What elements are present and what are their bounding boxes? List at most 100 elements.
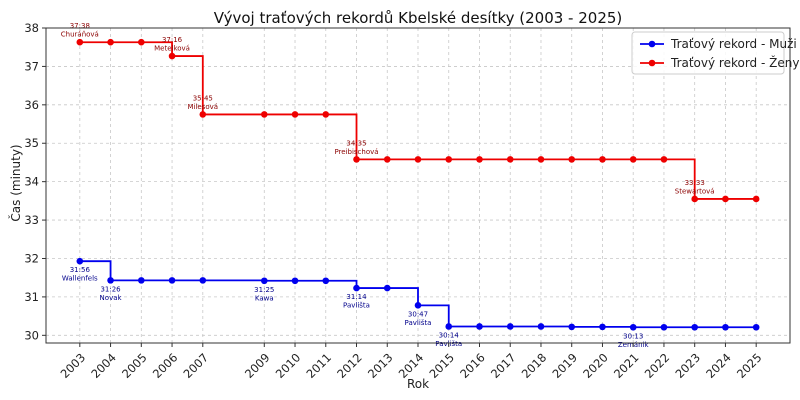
y-tick-label: 31 (24, 290, 39, 304)
x-tick-label: 2012 (334, 350, 365, 381)
data-label: 31:26 (100, 285, 121, 293)
data-point (476, 156, 483, 163)
data-label: Milesová (187, 103, 218, 111)
data-label: Pavlišta (343, 302, 370, 310)
x-tick-label: 2011 (304, 350, 335, 381)
x-tick-label: 2021 (611, 350, 642, 381)
data-point (722, 195, 729, 203)
y-tick-label: 30 (24, 328, 39, 342)
x-tick-label: 2007 (181, 350, 212, 381)
data-point (506, 323, 514, 330)
data-label: Metelková (154, 45, 190, 53)
data-label: Kawa (255, 294, 274, 302)
data-point (691, 323, 698, 331)
data-point (660, 156, 668, 163)
x-tick-label: 2022 (642, 350, 673, 381)
y-tick-label: 36 (24, 98, 39, 112)
data-label: 35:45 (193, 94, 213, 102)
legend-swatch-marker (648, 59, 656, 67)
data-point (322, 111, 330, 118)
data-point (107, 38, 114, 46)
data-point (353, 284, 360, 292)
data-label: Novak (100, 294, 123, 302)
legend-box (631, 31, 785, 75)
data-point (291, 277, 299, 285)
data-label: 37:16 (162, 36, 183, 44)
x-tick-label: 2009 (242, 350, 273, 381)
data-label: Wallenfels (62, 275, 98, 283)
data-point (537, 323, 545, 330)
data-point (260, 111, 268, 118)
data-point (168, 52, 176, 60)
data-point (691, 195, 698, 203)
y-tick-label: 34 (24, 175, 39, 189)
x-tick-label: 2016 (457, 350, 488, 381)
legend-swatch-marker (648, 40, 656, 48)
x-tick-label: 2005 (119, 350, 150, 381)
x-tick-label: 2020 (580, 350, 611, 381)
y-tick-label: 33 (24, 213, 39, 227)
data-label: Churáňová (61, 31, 99, 39)
chart-title: Vývoj traťových rekordů Kbelské desítky … (214, 9, 623, 27)
x-axis-title: Rok (407, 377, 429, 391)
data-label: Preibischová (334, 148, 378, 156)
x-tick-label: 2010 (273, 350, 304, 381)
data-label: 37:38 (70, 22, 90, 30)
x-tick-label: 2019 (549, 350, 580, 381)
data-point (568, 156, 576, 163)
data-point (414, 302, 422, 309)
x-tick-label: 2013 (365, 350, 396, 381)
x-tick-label: 2003 (58, 350, 89, 381)
data-label: 31:25 (254, 286, 274, 294)
data-point (138, 277, 145, 284)
data-point (76, 38, 84, 46)
data-point (107, 277, 114, 284)
data-point (445, 156, 453, 163)
legend-label: Traťový rekord - Ženy (670, 55, 799, 70)
x-tick-label: 2015 (426, 350, 457, 381)
data-point (383, 284, 391, 292)
data-point (568, 323, 576, 331)
data-label: Pavlišta (405, 319, 432, 327)
data-point (260, 277, 268, 285)
data-label: 31:56 (70, 266, 91, 274)
y-axis-title: Čas (minuty) (8, 144, 23, 221)
data-point (199, 277, 207, 284)
data-label: 31:14 (346, 293, 367, 301)
x-tick-label: 2024 (703, 350, 734, 381)
x-tick-label: 2017 (488, 350, 519, 381)
data-point (599, 323, 606, 331)
data-point (322, 277, 330, 285)
x-tick-label: 2018 (519, 350, 550, 381)
data-point (660, 323, 668, 331)
data-point (629, 156, 637, 163)
data-point (599, 156, 606, 163)
data-point (383, 156, 391, 163)
series-line-women (79, 41, 757, 200)
data-label: 30:47 (408, 310, 428, 318)
data-label: 34:35 (346, 139, 366, 147)
x-tick-label: 2006 (150, 350, 181, 381)
x-tick-label: 2023 (672, 350, 703, 381)
y-tick-label: 37 (24, 59, 39, 73)
data-point (506, 156, 514, 163)
data-point (199, 111, 207, 118)
data-point (476, 323, 483, 330)
data-point (353, 156, 360, 163)
x-tick-label: 2025 (734, 350, 765, 381)
data-point (752, 323, 760, 331)
legend: Traťový rekord - Muži Traťový rekord - Že… (631, 31, 799, 75)
data-point (414, 156, 422, 163)
data-point (76, 257, 84, 265)
data-label: 30:13 (623, 332, 643, 340)
data-label: 33:33 (685, 179, 705, 187)
data-point (445, 323, 453, 330)
data-point (291, 111, 299, 118)
data-label: Stewartová (675, 187, 715, 195)
y-tick-label: 32 (24, 251, 39, 265)
y-tick-label: 35 (24, 136, 39, 150)
data-point (629, 323, 637, 331)
data-point (752, 195, 760, 203)
